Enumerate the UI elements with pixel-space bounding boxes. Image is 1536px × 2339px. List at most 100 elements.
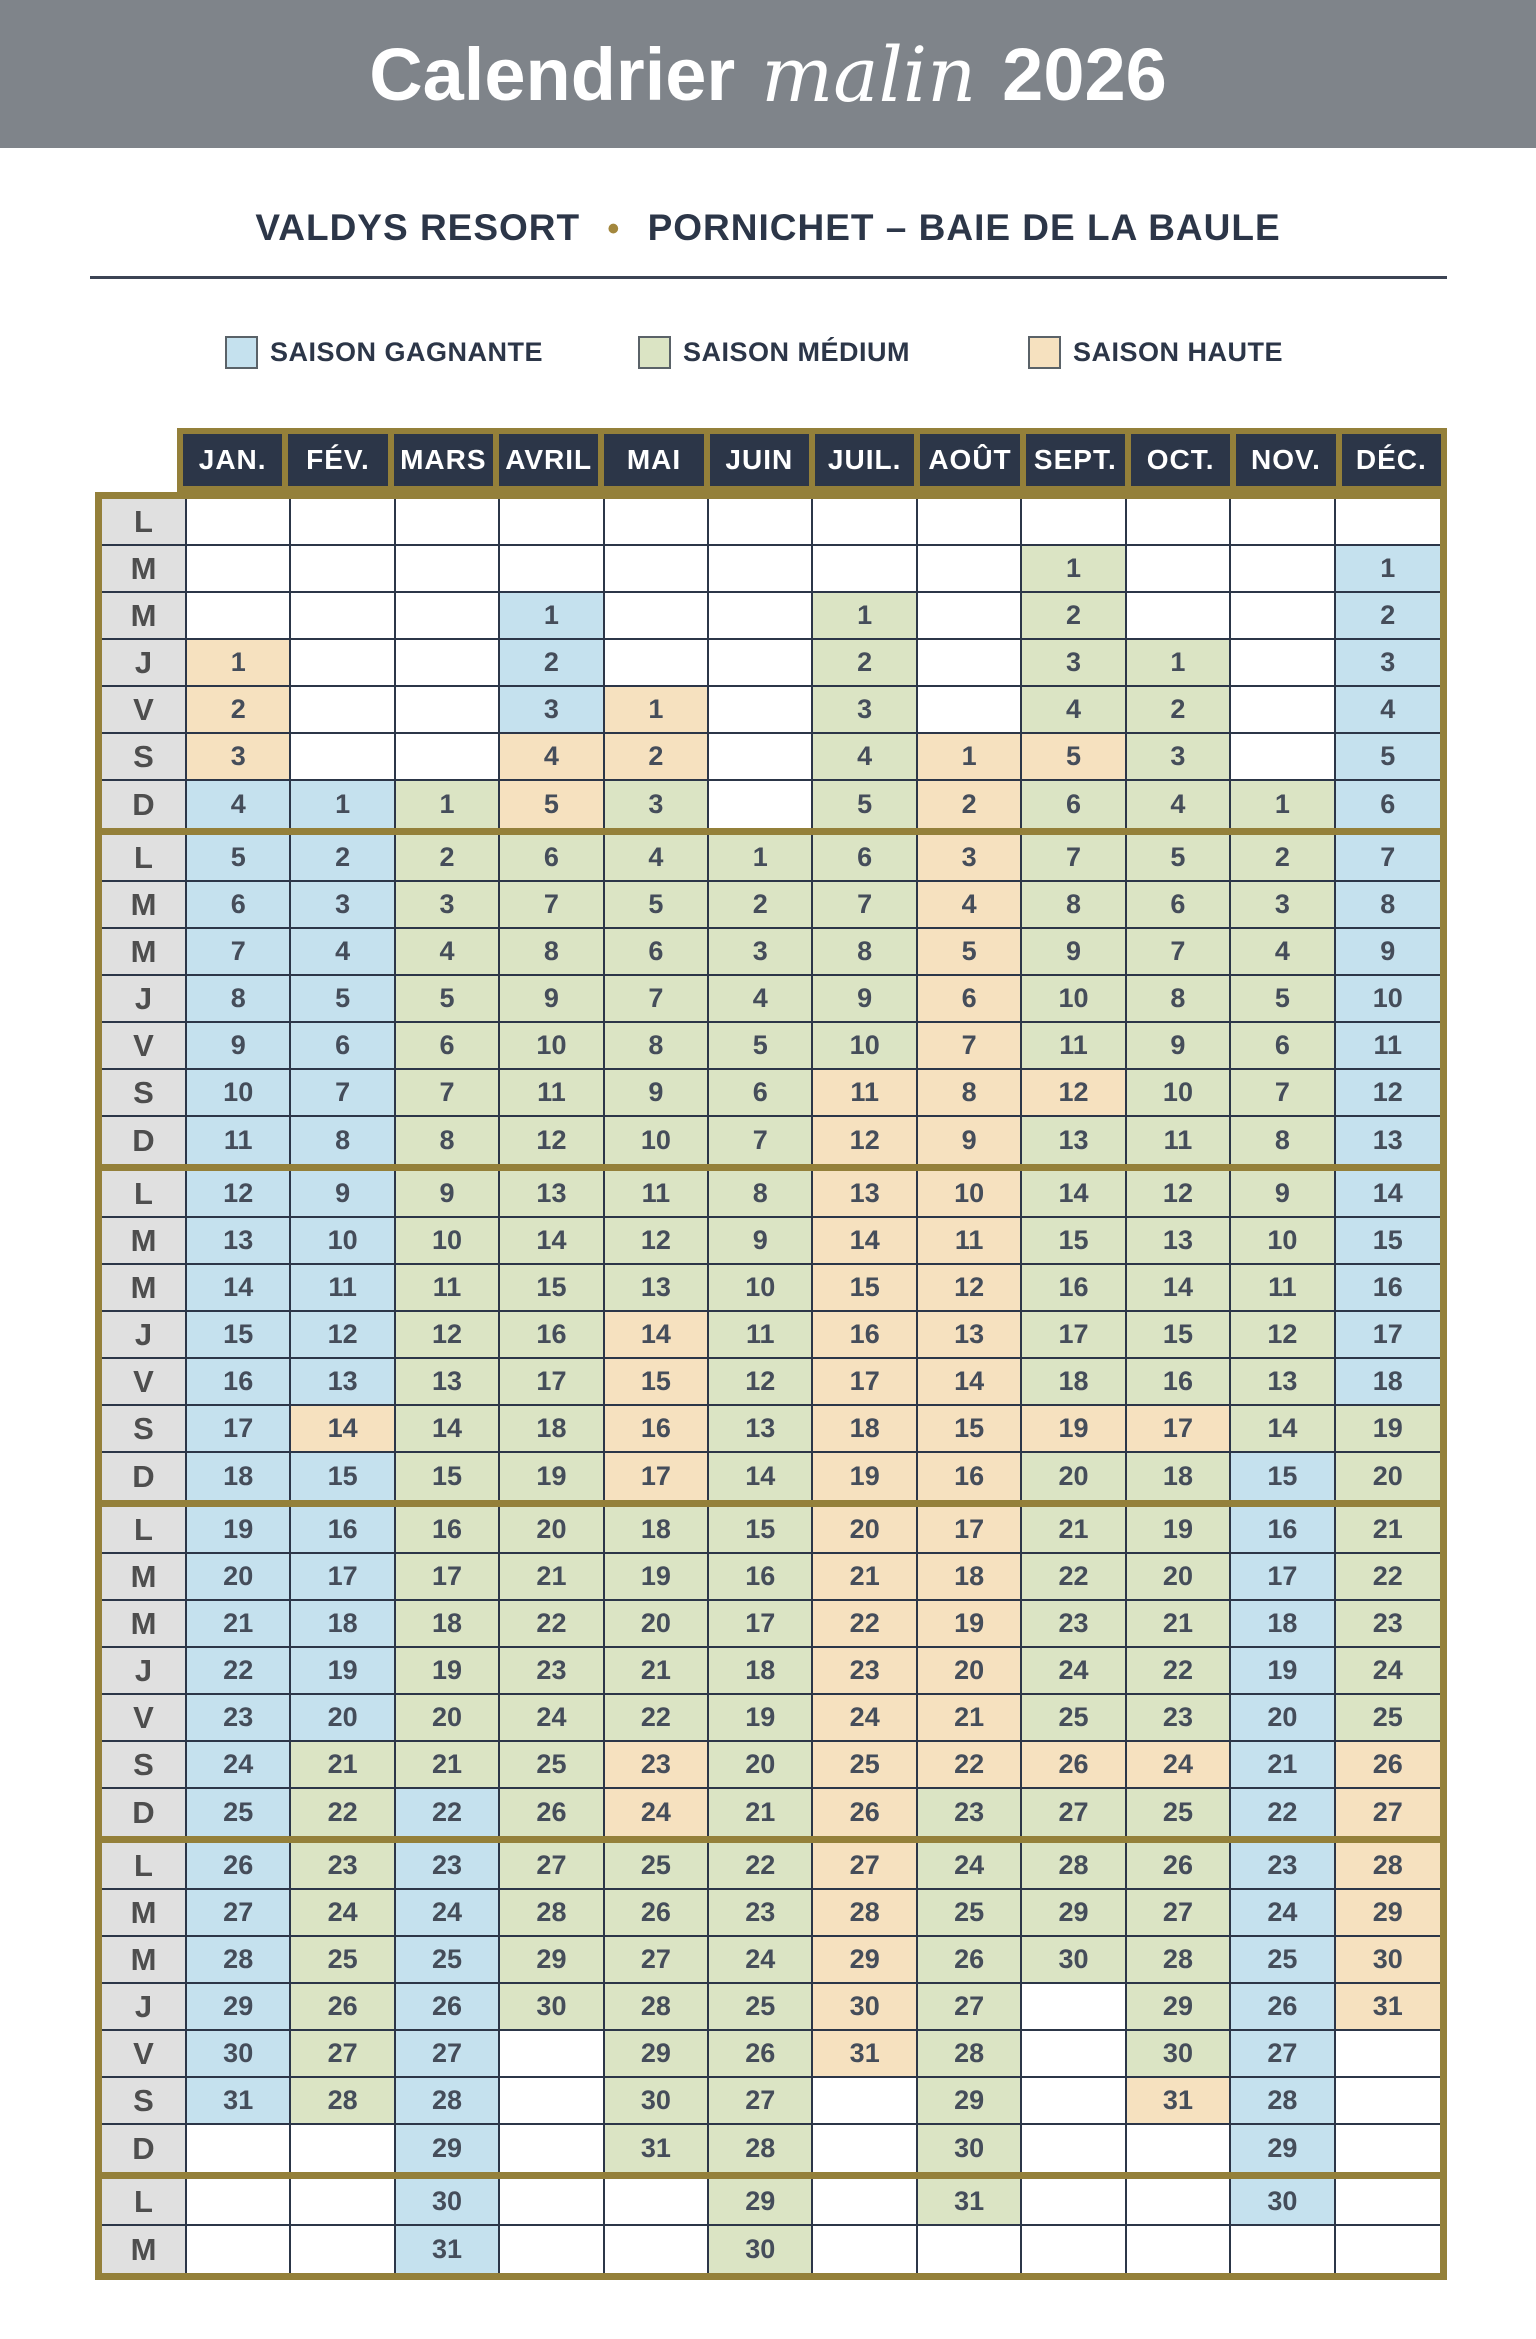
day-cell: 14 (917, 1359, 1023, 1406)
day-cell: 19 (813, 1453, 918, 1500)
day-cell: 12 (917, 1265, 1023, 1312)
calendar-row: M 20 17 17 21 19 16 21 18 22 20 17 22 (102, 1554, 1440, 1601)
day-cell: 28 (500, 1890, 605, 1937)
day-cell: 4 (813, 734, 918, 781)
day-cell: 15 (1231, 1453, 1336, 1500)
day-cell: 18 (187, 1453, 292, 1500)
day-cell: 29 (500, 1937, 605, 1984)
day-of-week-label: V (102, 1695, 187, 1742)
day-cell: 10 (500, 1023, 605, 1070)
day-of-week-label: V (102, 1359, 187, 1406)
empty-cell (604, 2226, 710, 2273)
day-cell: 6 (917, 976, 1023, 1023)
day-of-week-label: J (102, 976, 187, 1023)
day-cell: 21 (291, 1742, 396, 1789)
day-cell: 12 (500, 1117, 605, 1164)
day-cell: 27 (1022, 1789, 1127, 1836)
month-header-jan: JAN. (183, 434, 283, 486)
day-cell: 8 (813, 929, 918, 976)
day-cell: 17 (709, 1601, 814, 1648)
calendar-row: J 22 19 19 23 21 18 23 20 24 22 19 24 (102, 1648, 1440, 1695)
day-cell: 24 (1022, 1648, 1127, 1695)
day-cell: 25 (917, 1890, 1023, 1937)
empty-cell (395, 593, 501, 640)
empty-cell (1335, 2078, 1440, 2125)
empty-cell (1022, 499, 1127, 546)
day-cell: 1 (500, 593, 605, 640)
calendar-row: L 12 9 9 13 11 8 13 10 14 12 9 14 (102, 1171, 1440, 1218)
day-cell: 26 (604, 1890, 710, 1937)
day-cell: 15 (1022, 1218, 1127, 1265)
day-cell: 8 (395, 1117, 501, 1164)
empty-cell (1126, 2125, 1232, 2172)
day-cell: 21 (395, 1742, 501, 1789)
empty-cell (395, 546, 501, 593)
season-legend: SAISON GAGNANTE SAISON MÉDIUM SAISON HAU… (0, 330, 1536, 374)
calendar-row: J 29 26 26 30 28 25 30 27 29 26 31 (102, 1984, 1440, 2031)
day-cell: 23 (1335, 1601, 1440, 1648)
day-cell: 26 (291, 1984, 396, 2031)
calendar-row: S 31 28 28 30 27 29 31 28 (102, 2078, 1440, 2125)
day-cell: 31 (604, 2125, 710, 2172)
month-header-avril: AVRIL (499, 434, 599, 486)
day-cell: 4 (187, 781, 292, 828)
day-cell: 3 (1231, 882, 1336, 929)
empty-cell (813, 2179, 918, 2226)
day-cell: 14 (709, 1453, 814, 1500)
day-cell: 24 (813, 1695, 918, 1742)
page-title-script: malin (761, 29, 977, 119)
day-cell: 9 (709, 1218, 814, 1265)
day-cell: 13 (709, 1406, 814, 1453)
day-cell: 5 (187, 835, 292, 882)
day-cell: 22 (1022, 1554, 1127, 1601)
day-cell: 20 (917, 1648, 1023, 1695)
day-cell: 31 (1335, 1984, 1440, 2031)
day-cell: 12 (291, 1312, 396, 1359)
empty-cell (709, 593, 814, 640)
empty-cell (917, 687, 1023, 734)
page-title-year: 2026 (1002, 32, 1167, 116)
day-cell: 6 (1231, 1023, 1336, 1070)
day-of-week-label: D (102, 1453, 187, 1500)
day-cell: 6 (1126, 882, 1232, 929)
day-of-week-label: M (102, 2226, 187, 2273)
empty-cell (291, 546, 396, 593)
day-cell: 16 (709, 1554, 814, 1601)
day-cell: 8 (187, 976, 292, 1023)
day-cell: 21 (709, 1789, 814, 1836)
day-cell: 16 (1335, 1265, 1440, 1312)
day-cell: 3 (1126, 734, 1232, 781)
day-cell: 30 (917, 2125, 1023, 2172)
empty-cell (1022, 2078, 1127, 2125)
empty-cell (1126, 2226, 1232, 2273)
empty-cell (709, 687, 814, 734)
day-cell: 10 (1231, 1218, 1336, 1265)
month-header-dec: DÉC. (1341, 434, 1441, 486)
empty-cell (1126, 499, 1232, 546)
day-cell: 13 (604, 1265, 710, 1312)
day-cell: 16 (395, 1507, 501, 1554)
day-cell: 14 (187, 1265, 292, 1312)
empty-cell (1126, 593, 1232, 640)
empty-cell (604, 640, 710, 687)
day-cell: 14 (1022, 1171, 1127, 1218)
day-cell: 18 (1335, 1359, 1440, 1406)
day-cell: 4 (395, 929, 501, 976)
day-cell: 18 (1022, 1359, 1127, 1406)
empty-cell (709, 546, 814, 593)
day-cell: 28 (709, 2125, 814, 2172)
day-cell: 14 (1231, 1406, 1336, 1453)
day-cell: 28 (1022, 1843, 1127, 1890)
day-cell: 7 (500, 882, 605, 929)
day-cell: 7 (1022, 835, 1127, 882)
day-cell: 8 (1231, 1117, 1336, 1164)
calendar-row: M 13 10 10 14 12 9 14 11 15 13 10 15 (102, 1218, 1440, 1265)
day-of-week-label: M (102, 929, 187, 976)
day-cell: 6 (1022, 781, 1127, 828)
calendar-row: L 30 29 31 30 (102, 2179, 1440, 2226)
day-cell: 22 (500, 1601, 605, 1648)
day-cell: 22 (187, 1648, 292, 1695)
day-of-week-label: M (102, 882, 187, 929)
week-block: L 12 9 9 13 11 8 13 10 14 12 9 14 M 13 10 10 14 12 9 14 11 15 1… (102, 1171, 1440, 1507)
